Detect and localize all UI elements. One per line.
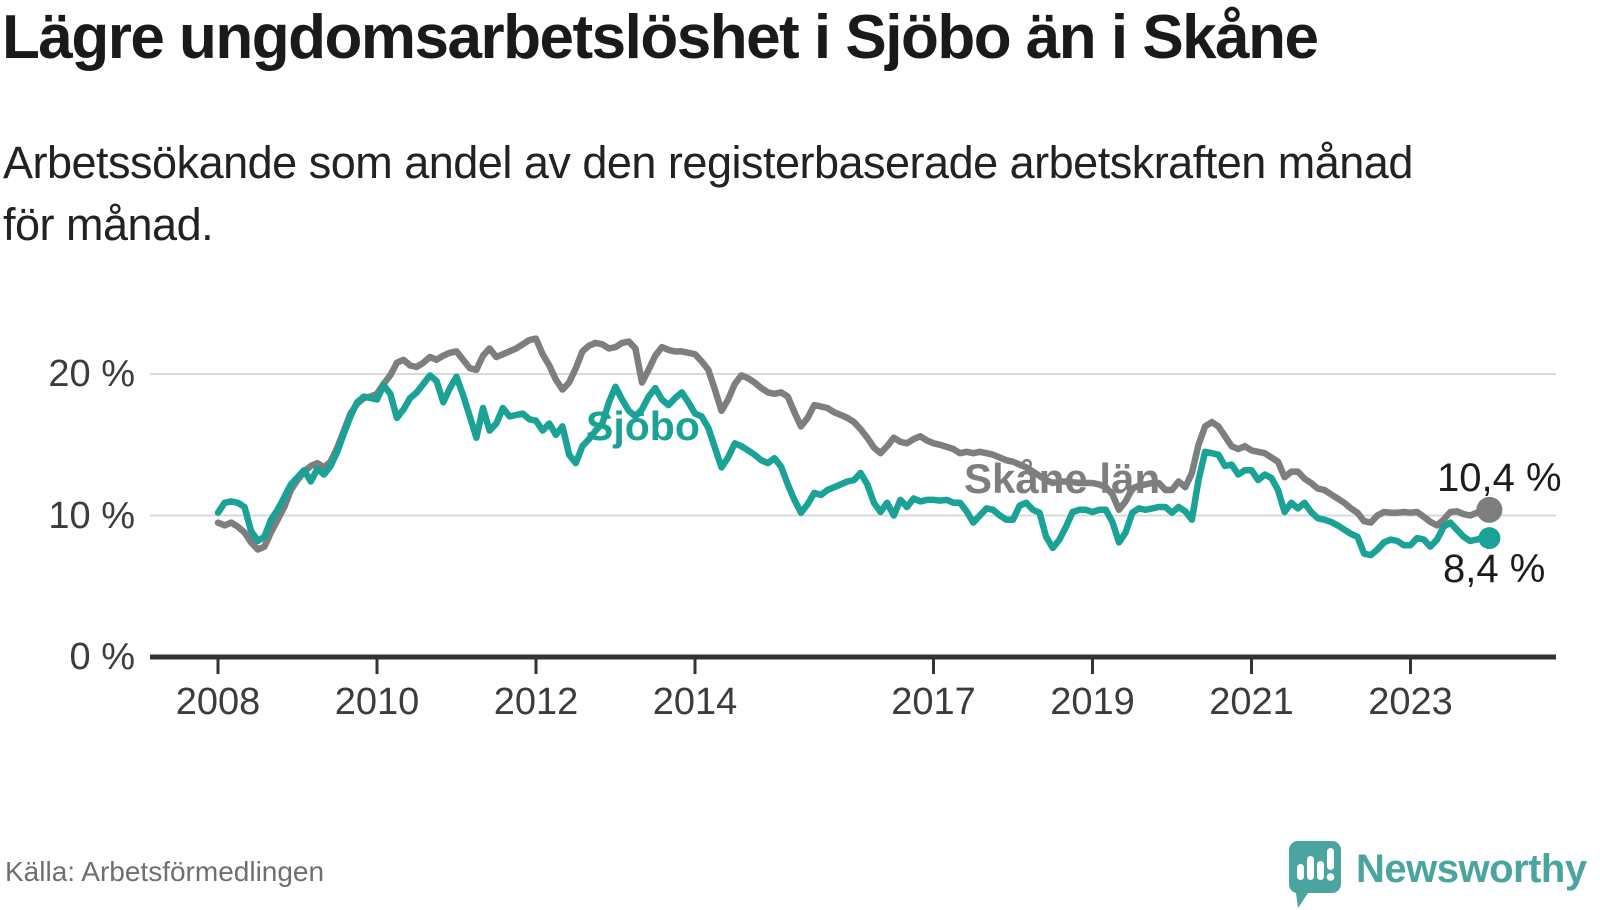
- newsworthy-logo-icon: [1288, 841, 1341, 908]
- series-line-skane-lan: [214, 335, 1487, 553]
- chart-subtitle-line2: för månad.: [3, 199, 214, 250]
- series-label-skane-lan: Skåne län: [964, 455, 1161, 502]
- end-value-label-skane-lan: 10,4 %: [1437, 456, 1562, 500]
- x-axis-label-2019: 2019: [1050, 681, 1135, 723]
- source-attribution: Källa: Arbetsförmedlingen: [5, 856, 325, 887]
- chart-title: Lägre ungdomsarbetslöshet i Sjöbo än i S…: [2, 3, 1319, 72]
- end-value-label-sjobo: 8,4 %: [1443, 547, 1546, 591]
- y-axis-label-0: 0 %: [69, 636, 135, 678]
- end-dot-sjobo: [1478, 527, 1501, 550]
- y-axis-label-20: 20 %: [48, 353, 135, 395]
- x-axis-label-2012: 2012: [493, 681, 579, 723]
- series-line-sjobo: [214, 372, 1487, 559]
- x-axis-label-2021: 2021: [1209, 681, 1294, 723]
- x-axis-label-2023: 2023: [1368, 681, 1453, 723]
- x-axis-label-2017: 2017: [891, 681, 976, 723]
- y-axis-label-10: 10 %: [48, 495, 135, 537]
- chart-subtitle-line1: Arbetssökande som andel av den registerb…: [3, 137, 1413, 188]
- series-label-sjobo: Sjöbo: [586, 403, 700, 449]
- chart-subtitle: Arbetssökande som andel av den registerb…: [3, 132, 1523, 256]
- newsworthy-logo: Newsworthy: [1288, 840, 1600, 910]
- newsworthy-logo-text: Newsworthy: [1356, 847, 1587, 891]
- x-axis-label-2008: 2008: [175, 681, 261, 723]
- x-axis-label-2010: 2010: [334, 681, 420, 723]
- end-dot-skane-lan: [1476, 496, 1503, 523]
- x-axis-label-2014: 2014: [652, 681, 738, 723]
